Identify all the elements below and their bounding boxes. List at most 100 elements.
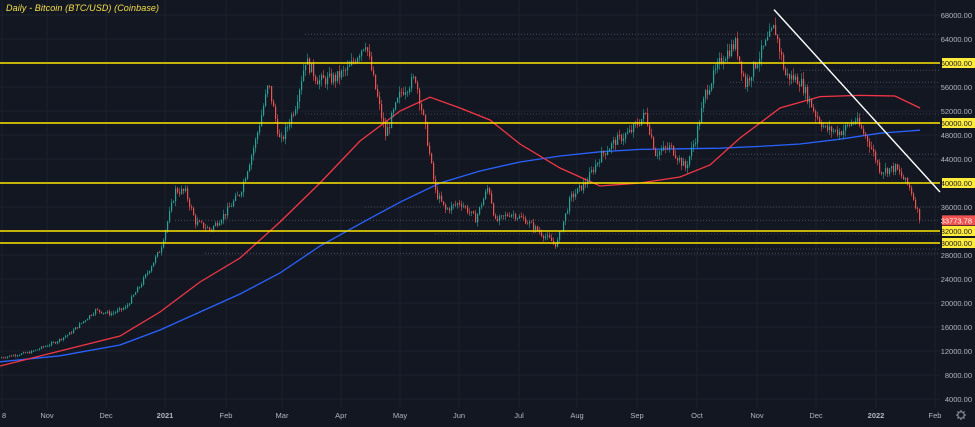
candle-body [745, 75, 747, 87]
candle-body [87, 318, 89, 321]
candle-body [77, 327, 79, 329]
candle-body [809, 99, 811, 103]
candle-body [485, 191, 487, 199]
candle-body [241, 192, 243, 196]
candle-body [813, 107, 815, 111]
candle-body [201, 221, 203, 223]
candle-body [55, 342, 57, 344]
candle-body [221, 220, 223, 224]
candle-body [631, 129, 633, 132]
candle-body [757, 64, 759, 68]
candle-body [337, 71, 339, 82]
candle-body [551, 237, 553, 241]
candle-body [189, 199, 191, 207]
settings-gear-icon[interactable] [956, 410, 966, 420]
candle-body [833, 130, 835, 132]
candle-body [403, 92, 405, 95]
price-axis[interactable]: 4000.00 8000.00 12000.00 16000.00 20000.00 24… [941, 11, 975, 404]
candle-body [301, 81, 303, 90]
candle-body [677, 158, 679, 161]
candle-body [375, 74, 377, 90]
candle-body [131, 296, 133, 304]
candle-body [881, 172, 883, 174]
level-label-box [942, 238, 975, 248]
candle-body [699, 122, 701, 126]
candle-body [53, 342, 55, 343]
candle-body [211, 229, 213, 231]
candle-body [581, 185, 583, 191]
candle-body [911, 187, 913, 194]
candle-body [791, 75, 793, 80]
candle-body [91, 315, 93, 316]
candle-body [275, 106, 277, 119]
candle-body [695, 142, 697, 145]
candle-body [447, 208, 449, 210]
candle-body [589, 172, 591, 182]
candle-body [693, 144, 695, 148]
candle-body [875, 151, 877, 161]
candle-body [213, 226, 215, 230]
y-tick-label: 16000.00 [941, 323, 972, 332]
candle-body [259, 126, 261, 133]
candle-body [271, 86, 273, 102]
candle-body [633, 124, 635, 132]
candle-body [141, 284, 143, 287]
y-tick-label: 68000.00 [941, 11, 972, 20]
candle-body [479, 206, 481, 215]
candle-body [483, 198, 485, 206]
candle-body [349, 65, 351, 67]
candle-body [491, 193, 493, 204]
candle-body [481, 205, 483, 207]
candle-body [627, 132, 629, 134]
candle-body [577, 188, 579, 194]
candle-body [307, 58, 309, 65]
candle-body [223, 214, 225, 221]
candle-body [75, 327, 77, 330]
candle-body [199, 221, 201, 223]
candle-body [119, 308, 121, 310]
candle-body [547, 235, 549, 237]
candle-body [909, 184, 911, 188]
candle-body [865, 133, 867, 136]
candle-body [373, 70, 375, 75]
candle-body [363, 49, 365, 51]
x-tick-label: Nov [750, 411, 764, 420]
candle-body [843, 130, 845, 135]
candle-body [273, 101, 275, 107]
candle-body [3, 357, 5, 359]
candle-body [831, 126, 833, 132]
candle-body [647, 113, 649, 126]
candle-body [559, 231, 561, 240]
candle-body [71, 332, 73, 334]
candle-body [823, 126, 825, 128]
candle-body [361, 50, 363, 56]
time-axis[interactable]: 8 Nov Dec 2021 Feb Mar Apr May Jun Jul Aug Sep Oct No… [2, 411, 941, 420]
candle-body [137, 287, 139, 293]
candle-body [377, 89, 379, 97]
candle-body [383, 118, 385, 124]
candle-body [45, 346, 47, 347]
x-tick-label: 2021 [157, 411, 174, 420]
candle-body [39, 348, 41, 350]
candle-body [117, 309, 119, 313]
moving-average-100 [0, 94, 921, 367]
candle-body [23, 352, 25, 354]
candle-body [17, 355, 19, 357]
candle-body [607, 151, 609, 155]
candle-body [443, 201, 445, 205]
candle-body [345, 70, 347, 71]
candle-body [493, 203, 495, 216]
candle-body [305, 64, 307, 71]
candle-body [255, 139, 257, 149]
candle-body [573, 193, 575, 197]
candle-body [463, 206, 465, 208]
candle-body [35, 349, 37, 351]
y-tick-label: 28000.00 [941, 251, 972, 260]
candle-body [285, 126, 287, 139]
candle-body [293, 114, 295, 116]
candle-body [289, 124, 291, 127]
candle-body [125, 306, 127, 309]
x-tick-label: Jun [453, 411, 465, 420]
trendlines [773, 9, 941, 193]
